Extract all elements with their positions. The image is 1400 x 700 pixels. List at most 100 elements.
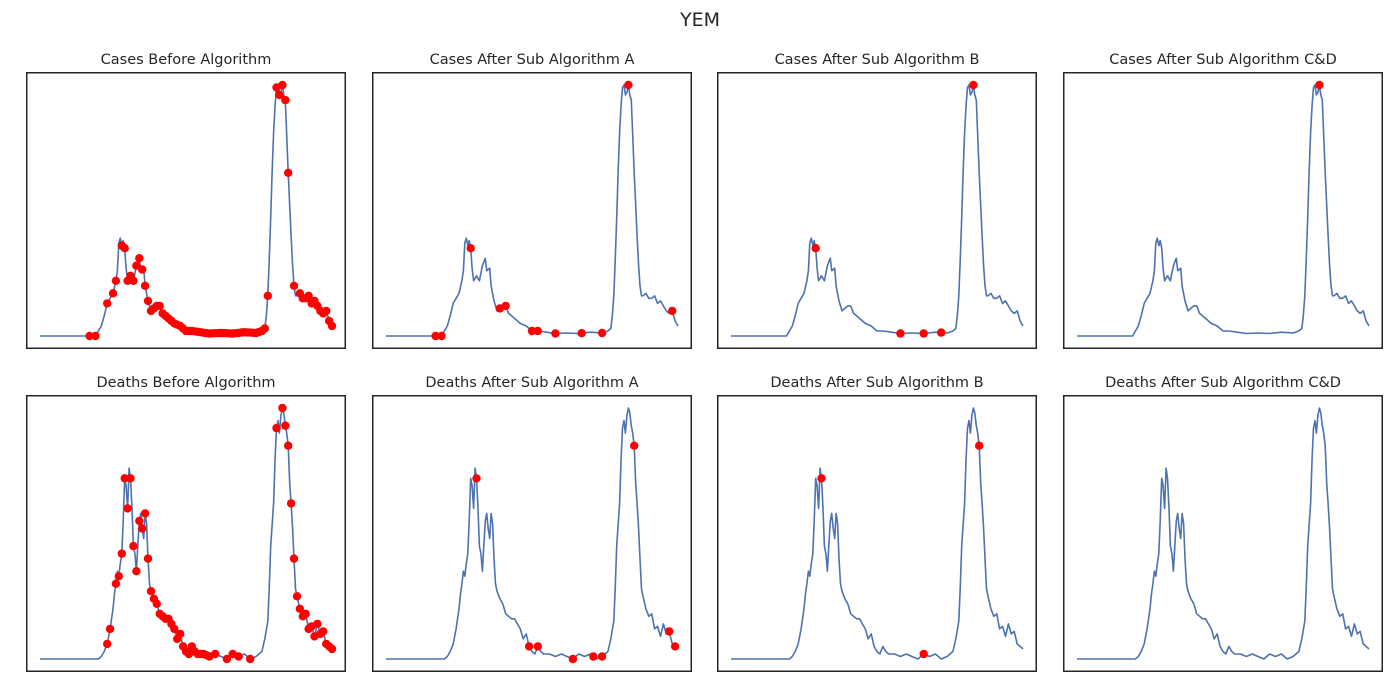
flagged-point [295, 604, 305, 613]
flagged-point [135, 254, 144, 263]
series-line [731, 84, 1024, 337]
flagged-point [319, 627, 328, 636]
series-line [386, 84, 679, 337]
flagged-point [304, 291, 313, 300]
plot-frame [372, 72, 692, 349]
flagged-point [327, 644, 337, 654]
series-line [1077, 407, 1370, 660]
flagged-point [466, 244, 475, 253]
flagged-point [289, 554, 299, 563]
flagged-point [630, 441, 639, 450]
flagged-point [155, 301, 164, 311]
flagged-point [140, 281, 150, 290]
plot-frame [26, 72, 346, 349]
flagged-point [597, 652, 607, 661]
flagged-point [114, 572, 124, 581]
flagged-point [289, 281, 299, 290]
plot-frame [1063, 72, 1383, 349]
flagged-point [103, 639, 112, 649]
panel-title: Cases After Sub Algorithm A [429, 52, 635, 68]
panel-title: Deaths After Sub Algorithm C&D [1105, 375, 1341, 391]
plot-area [26, 395, 346, 672]
flagged-point [670, 642, 680, 651]
panel-title: Cases After Sub Algorithm C&D [1109, 52, 1337, 68]
flagged-point [132, 567, 141, 576]
flagged-point [896, 329, 905, 338]
plot-frame [26, 395, 346, 672]
flagged-point [278, 403, 287, 413]
flagged-point [975, 441, 984, 450]
flagged-point [140, 509, 150, 518]
flagged-point [143, 296, 153, 306]
flagged-point [286, 499, 296, 508]
plot-area [372, 72, 692, 349]
flagged-point [111, 579, 121, 588]
flagged-point [146, 587, 156, 596]
flagged-point [533, 326, 542, 336]
flagged-point [143, 554, 153, 563]
flagged-point [533, 642, 542, 651]
flagged-point [211, 649, 220, 659]
flagged-point [668, 306, 677, 316]
plot-area [1063, 72, 1383, 349]
flagged-point [284, 168, 293, 177]
flagged-point [105, 624, 115, 634]
series-line [731, 407, 1024, 660]
plot-area [717, 72, 1037, 349]
flagged-point [275, 90, 284, 100]
flagged-point [431, 331, 440, 341]
flagged-point [597, 328, 607, 338]
flagged-point [284, 441, 293, 450]
flagged-point [301, 609, 310, 618]
panel-title: Deaths Before Algorithm [96, 375, 276, 391]
flagged-point [292, 592, 302, 601]
flagged-point [129, 276, 138, 285]
flagged-point [120, 244, 129, 253]
flagged-point [313, 619, 322, 629]
flagged-point [138, 524, 147, 533]
flagged-point [811, 244, 820, 253]
panel-title: Deaths After Sub Algorithm B [770, 375, 984, 391]
flagged-point [129, 541, 138, 551]
flagged-point [527, 326, 537, 336]
flagged-point [234, 652, 243, 661]
plot-area [1063, 395, 1383, 672]
flagged-point [91, 331, 100, 341]
flagged-point [176, 629, 185, 639]
flagged-point [278, 80, 287, 90]
flagged-point [272, 423, 281, 433]
flagged-point [135, 516, 144, 526]
flagged-point [919, 329, 928, 338]
panel-title: Cases Before Algorithm [100, 52, 272, 68]
flagged-point [472, 474, 481, 483]
plot-area [26, 72, 346, 349]
flagged-point [108, 289, 118, 298]
plot-frame [717, 395, 1037, 672]
flagged-point [327, 321, 337, 331]
plot-area [717, 395, 1037, 672]
flagged-point [589, 652, 598, 661]
flagged-point [170, 624, 179, 634]
flagged-point [524, 642, 534, 651]
panel-title: Cases After Sub Algorithm B [774, 52, 980, 68]
flagged-point [937, 328, 946, 337]
flagged-point [222, 654, 232, 664]
flagged-point [117, 549, 127, 558]
flagged-point [152, 599, 161, 608]
flagged-point [111, 276, 121, 285]
flagged-point [138, 265, 147, 274]
flagged-point [624, 80, 633, 90]
flagged-point [551, 329, 560, 338]
flagged-point [281, 421, 290, 430]
plot-frame [717, 72, 1037, 349]
flagged-point [85, 331, 94, 341]
plot-frame [1063, 395, 1383, 672]
flagged-point [665, 627, 674, 636]
flagged-point [263, 291, 272, 300]
flagged-point [260, 324, 269, 333]
plot-area [372, 395, 692, 672]
flagged-point [322, 306, 331, 316]
flagged-point [246, 654, 255, 664]
flagged-point [103, 299, 112, 308]
flagged-point [437, 331, 446, 341]
